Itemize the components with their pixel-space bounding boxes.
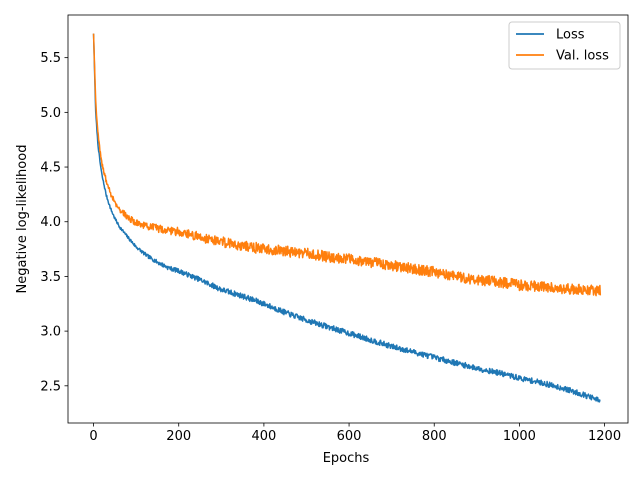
x-tick-label: 1000: [503, 429, 536, 444]
y-tick-label: 5.0: [40, 106, 61, 121]
series-line-val-loss: [92, 33, 602, 297]
y-tick-label: 5.5: [40, 51, 61, 66]
x-tick-label: 600: [337, 429, 362, 444]
y-axis-label: Negative log-likelihood: [15, 145, 30, 294]
y-axis: 2.5 3.0 3.5 4.0 4.5 5.0 5.5: [40, 51, 68, 394]
x-axis: 0 200 400 600 800 1000 1200: [89, 423, 621, 444]
legend: Loss Val. loss: [508, 21, 621, 70]
y-tick-label: 4.5: [40, 161, 61, 176]
x-tick-label: 800: [422, 429, 447, 444]
y-tick-label: 3.0: [40, 325, 61, 340]
x-axis-label: Epochs: [323, 451, 370, 466]
x-tick-label: 400: [251, 429, 276, 444]
legend-label-loss: Loss: [556, 28, 585, 43]
x-tick-label: 200: [166, 429, 191, 444]
legend-label-val-loss: Val. loss: [556, 49, 609, 64]
x-tick-label: 0: [89, 429, 97, 444]
y-tick-label: 4.0: [40, 215, 61, 230]
y-tick-label: 3.5: [40, 270, 61, 285]
x-tick-label: 1200: [588, 429, 621, 444]
plot-frame: [67, 14, 629, 424]
y-tick-label: 2.5: [40, 379, 61, 394]
series-layer: [92, 33, 602, 403]
series-line-loss: [92, 33, 601, 403]
